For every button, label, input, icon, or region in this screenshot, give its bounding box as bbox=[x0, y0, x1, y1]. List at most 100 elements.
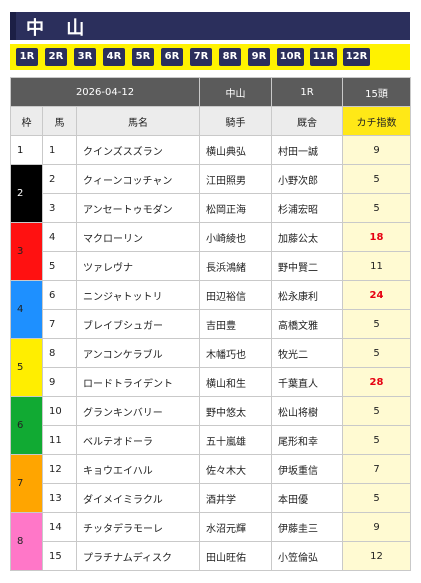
horse-number: 10 bbox=[42, 396, 77, 426]
table-row: 6 10 グランキンバリー 野中悠太 松山将樹 5 bbox=[10, 396, 412, 455]
horse-name[interactable]: マクローリン bbox=[75, 222, 201, 252]
table-row: 3 アンセートゥモダン 松岡正海 杉浦宏昭 5 bbox=[11, 193, 412, 223]
kachi-index: 5 bbox=[342, 164, 412, 194]
kachi-index: 24 bbox=[342, 280, 412, 310]
race-card-table: 2026-04-12 中山 1R 15頭 枠 馬 馬名 騎手 厩舎 カチ指数 1… bbox=[9, 77, 412, 571]
waku-8: 8 bbox=[10, 512, 43, 571]
horse-number: 2 bbox=[42, 164, 77, 194]
trainer-name: 本田優 bbox=[271, 483, 344, 513]
horse-name[interactable]: ブレイブシュガー bbox=[75, 309, 201, 339]
horse-number: 8 bbox=[42, 338, 77, 368]
table-row: 5 8 アンコンケラブル 木幡巧也 牧光二 5 bbox=[10, 338, 412, 397]
kachi-index: 5 bbox=[342, 483, 412, 513]
horse-number: 14 bbox=[42, 512, 77, 542]
kachi-index: 5 bbox=[342, 309, 412, 339]
trainer-name: 加藤公太 bbox=[271, 222, 344, 252]
jockey-name: 五十嵐雄 bbox=[199, 425, 273, 455]
horse-number: 1 bbox=[42, 135, 77, 165]
table-row: 2 2 クィーンコッチャン 江田照男 小野次郎 5 bbox=[10, 164, 412, 223]
race-tab-11r[interactable]: 11R bbox=[310, 48, 337, 66]
trainer-name: 牧光二 bbox=[271, 338, 344, 368]
col-number: 馬 bbox=[42, 106, 77, 136]
trainer-name: 杉浦宏昭 bbox=[271, 193, 344, 223]
waku-3: 3 bbox=[10, 222, 43, 281]
jockey-name: 佐々木大 bbox=[199, 454, 273, 484]
race-tab-4r[interactable]: 4R bbox=[103, 48, 125, 66]
horse-number: 6 bbox=[42, 280, 77, 310]
table-row: 11 ベルテオドーラ 五十嵐雄 尾形和幸 5 bbox=[11, 425, 412, 455]
trainer-name: 伊坂重信 bbox=[271, 454, 344, 484]
trainer-name: 小笠倫弘 bbox=[271, 541, 344, 571]
col-trainer: 厩舎 bbox=[271, 106, 344, 136]
horse-name[interactable]: チッタデラモーレ bbox=[75, 512, 201, 542]
horse-name[interactable]: キョウエイハル bbox=[75, 454, 201, 484]
race-number: 1R bbox=[271, 77, 344, 107]
race-date: 2026-04-12 bbox=[9, 77, 201, 107]
trainer-name: 高橋文雅 bbox=[271, 309, 344, 339]
race-tab-12r[interactable]: 12R bbox=[343, 48, 370, 66]
venue-title-bar bbox=[10, 12, 410, 40]
horse-name[interactable]: ロードトライデント bbox=[75, 367, 201, 397]
horse-name[interactable]: アンセートゥモダン bbox=[75, 193, 201, 223]
col-jockey: 騎手 bbox=[199, 106, 273, 136]
table-row: 7 12 キョウエイハル 佐々木大 伊坂重信 7 bbox=[10, 454, 412, 513]
horse-name[interactable]: クィーンコッチャン bbox=[75, 164, 201, 194]
horse-name[interactable]: プラチナムディスク bbox=[75, 541, 201, 571]
jockey-name: 田山旺佑 bbox=[199, 541, 273, 571]
venue-title-accent bbox=[10, 12, 16, 40]
horse-number: 12 bbox=[42, 454, 77, 484]
jockey-name: 江田照男 bbox=[199, 164, 273, 194]
jockey-name: 木幡巧也 bbox=[199, 338, 273, 368]
race-tab-2r[interactable]: 2R bbox=[45, 48, 67, 66]
waku-1: 1 bbox=[10, 135, 43, 165]
horse-name[interactable]: ダイメイミラクル bbox=[75, 483, 201, 513]
race-tab-8r[interactable]: 8R bbox=[219, 48, 241, 66]
horse-name[interactable]: ニンジャトットリ bbox=[75, 280, 201, 310]
race-info-row: 2026-04-12 中山 1R 15頭 bbox=[9, 77, 412, 107]
horse-name[interactable]: ベルテオドーラ bbox=[75, 425, 201, 455]
table-row: 15 プラチナムディスク 田山旺佑 小笠倫弘 12 bbox=[11, 541, 412, 571]
jockey-name: 松岡正海 bbox=[199, 193, 273, 223]
kachi-index: 18 bbox=[342, 222, 412, 252]
trainer-name: 松永康利 bbox=[271, 280, 344, 310]
kachi-index: 9 bbox=[342, 135, 412, 165]
trainer-name: 千葉直人 bbox=[271, 367, 344, 397]
race-tab-1r[interactable]: 1R bbox=[16, 48, 38, 66]
kachi-index: 5 bbox=[342, 425, 412, 455]
horse-number: 4 bbox=[42, 222, 77, 252]
horse-number: 15 bbox=[42, 541, 77, 571]
kachi-index: 28 bbox=[342, 367, 412, 397]
waku-5: 5 bbox=[10, 338, 43, 397]
trainer-name: 尾形和幸 bbox=[271, 425, 344, 455]
race-tab-7r[interactable]: 7R bbox=[190, 48, 212, 66]
horse-name[interactable]: アンコンケラブル bbox=[75, 338, 201, 368]
horse-name[interactable]: ツァレヴナ bbox=[75, 251, 201, 281]
trainer-name: 小野次郎 bbox=[271, 164, 344, 194]
jockey-name: 吉田豊 bbox=[199, 309, 273, 339]
waku-6: 6 bbox=[10, 396, 43, 455]
race-venue: 中山 bbox=[199, 77, 273, 107]
jockey-name: 水沼元輝 bbox=[199, 512, 273, 542]
waku-2: 2 bbox=[10, 164, 43, 223]
race-tab-3r[interactable]: 3R bbox=[74, 48, 96, 66]
race-tab-9r[interactable]: 9R bbox=[248, 48, 270, 66]
col-horse: 馬名 bbox=[75, 106, 201, 136]
horse-number: 3 bbox=[42, 193, 77, 223]
jockey-name: 長浜鴻緒 bbox=[199, 251, 273, 281]
col-score: カチ指数 bbox=[342, 106, 412, 136]
trainer-name: 村田一誠 bbox=[271, 135, 344, 165]
horse-name[interactable]: グランキンバリー bbox=[75, 396, 201, 426]
race-tab-5r[interactable]: 5R bbox=[132, 48, 154, 66]
race-tab-10r[interactable]: 10R bbox=[277, 48, 304, 66]
horse-name[interactable]: クインズスズラン bbox=[75, 135, 201, 165]
trainer-name: 野中賢二 bbox=[271, 251, 344, 281]
table-row: 9 ロードトライデント 横山和生 千葉直人 28 bbox=[11, 367, 412, 397]
jockey-name: 小崎綾也 bbox=[199, 222, 273, 252]
col-waku: 枠 bbox=[10, 106, 43, 136]
horse-number: 13 bbox=[42, 483, 77, 513]
waku-7: 7 bbox=[10, 454, 43, 513]
runner-count: 15頭 bbox=[342, 77, 412, 107]
table-row: 1 1 クインズスズラン 横山典弘 村田一誠 9 bbox=[10, 135, 412, 165]
venue-title: 中 山 bbox=[26, 18, 93, 39]
race-tab-6r[interactable]: 6R bbox=[161, 48, 183, 66]
